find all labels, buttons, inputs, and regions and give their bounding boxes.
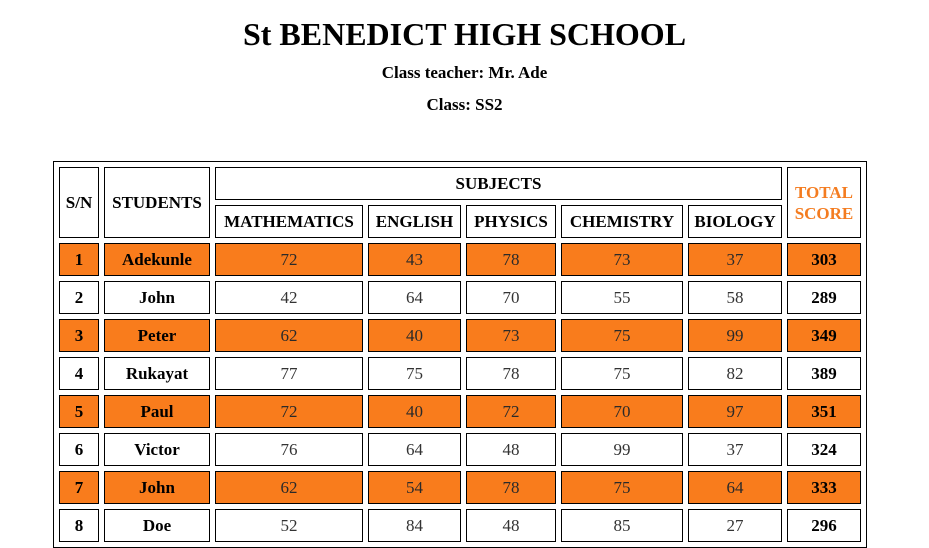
subject-score: 54	[368, 471, 461, 504]
subject-score: 43	[368, 243, 461, 276]
total-score: 351	[787, 395, 861, 428]
school-title: St BENEDICT HIGH SCHOOL	[242, 16, 687, 52]
subject-score: 78	[466, 357, 556, 390]
subject-score: 78	[466, 471, 556, 504]
row-serial-number: 8	[59, 509, 99, 542]
total-score: 333	[787, 471, 861, 504]
table-row: 8 Doe 52 84 48 85 27 296	[59, 509, 861, 542]
subject-score: 62	[215, 319, 363, 352]
header-row-subjects: MATHEMATICS ENGLISH PHYSICS CHEMISTRY BI…	[59, 205, 861, 238]
class-line: Class: SS2	[426, 95, 503, 114]
student-name: Victor	[104, 433, 210, 466]
subject-score: 73	[561, 243, 683, 276]
subject-score: 78	[466, 243, 556, 276]
subject-score: 75	[561, 319, 683, 352]
total-score: 349	[787, 319, 861, 352]
subject-score: 72	[215, 395, 363, 428]
subject-score: 64	[368, 433, 461, 466]
subject-score: 75	[561, 471, 683, 504]
subject-score: 37	[688, 433, 782, 466]
subject-header-mathematics: MATHEMATICS	[215, 205, 363, 238]
subject-header-chemistry: CHEMISTRY	[561, 205, 683, 238]
header-row-top: S/N STUDENTS SUBJECTS TOTAL SCORE	[59, 167, 861, 238]
subject-score: 97	[688, 395, 782, 428]
row-serial-number: 2	[59, 281, 99, 314]
subject-score: 70	[466, 281, 556, 314]
table-row: 7 John 62 54 78 75 64 333	[59, 471, 861, 504]
subject-score: 75	[561, 357, 683, 390]
subject-score: 72	[215, 243, 363, 276]
row-serial-number: 6	[59, 433, 99, 466]
subject-score: 85	[561, 509, 683, 542]
subject-score: 73	[466, 319, 556, 352]
subject-score: 48	[466, 433, 556, 466]
row-serial-number: 1	[59, 243, 99, 276]
subject-score: 62	[215, 471, 363, 504]
subjects-header: SUBJECTS	[215, 167, 782, 200]
total-header-line1: TOTAL	[795, 182, 853, 202]
total-score: 389	[787, 357, 861, 390]
table-body: 1 Adekunle 72 43 78 73 37 303 2 John 42 64 70 55 58 289…	[59, 243, 861, 542]
subject-score: 52	[215, 509, 363, 542]
student-name: John	[104, 471, 210, 504]
student-name: Adekunle	[104, 243, 210, 276]
row-serial-number: 4	[59, 357, 99, 390]
subject-score: 77	[215, 357, 363, 390]
table-row: 2 John 42 64 70 55 58 289	[59, 281, 861, 314]
subject-score: 58	[688, 281, 782, 314]
subject-score: 40	[368, 395, 461, 428]
student-name: John	[104, 281, 210, 314]
subject-score: 72	[466, 395, 556, 428]
student-name: Rukayat	[104, 357, 210, 390]
subject-score: 27	[688, 509, 782, 542]
subject-score: 42	[215, 281, 363, 314]
row-serial-number: 3	[59, 319, 99, 352]
subject-header-english: ENGLISH	[368, 205, 461, 238]
subject-header-physics: PHYSICS	[466, 205, 556, 238]
total-header-line2: SCORE	[794, 203, 854, 223]
subject-score: 64	[368, 281, 461, 314]
total-score: 289	[787, 281, 861, 314]
student-name: Doe	[104, 509, 210, 542]
table-row: 5 Paul 72 40 72 70 97 351	[59, 395, 861, 428]
subject-score: 70	[561, 395, 683, 428]
results-table-container: S/N STUDENTS SUBJECTS TOTAL SCORE MATHEM…	[53, 161, 867, 548]
students-header: STUDENTS	[104, 167, 210, 238]
results-table: S/N STUDENTS SUBJECTS TOTAL SCORE MATHEM…	[53, 161, 867, 548]
table-row: 6 Victor 76 64 48 99 37 324	[59, 433, 861, 466]
subject-score: 75	[368, 357, 461, 390]
subject-score: 76	[215, 433, 363, 466]
table-row: 4 Rukayat 77 75 78 75 82 389	[59, 357, 861, 390]
total-score: 324	[787, 433, 861, 466]
subject-score: 48	[466, 509, 556, 542]
subject-score: 55	[561, 281, 683, 314]
total-score: 303	[787, 243, 861, 276]
student-name: Paul	[104, 395, 210, 428]
subject-header-biology: BIOLOGY	[688, 205, 782, 238]
total-score-header: TOTAL SCORE	[787, 167, 861, 238]
subject-score: 99	[688, 319, 782, 352]
subject-score: 37	[688, 243, 782, 276]
table-row: 1 Adekunle 72 43 78 73 37 303	[59, 243, 861, 276]
student-name: Peter	[104, 319, 210, 352]
class-teacher-line: Class teacher: Mr. Ade	[381, 63, 548, 82]
total-score: 296	[787, 509, 861, 542]
table-row: 3 Peter 62 40 73 75 99 349	[59, 319, 861, 352]
row-serial-number: 7	[59, 471, 99, 504]
subject-score: 40	[368, 319, 461, 352]
subject-score: 84	[368, 509, 461, 542]
row-serial-number: 5	[59, 395, 99, 428]
subject-score: 82	[688, 357, 782, 390]
subject-score: 99	[561, 433, 683, 466]
subject-score: 64	[688, 471, 782, 504]
sn-header: S/N	[59, 167, 99, 238]
